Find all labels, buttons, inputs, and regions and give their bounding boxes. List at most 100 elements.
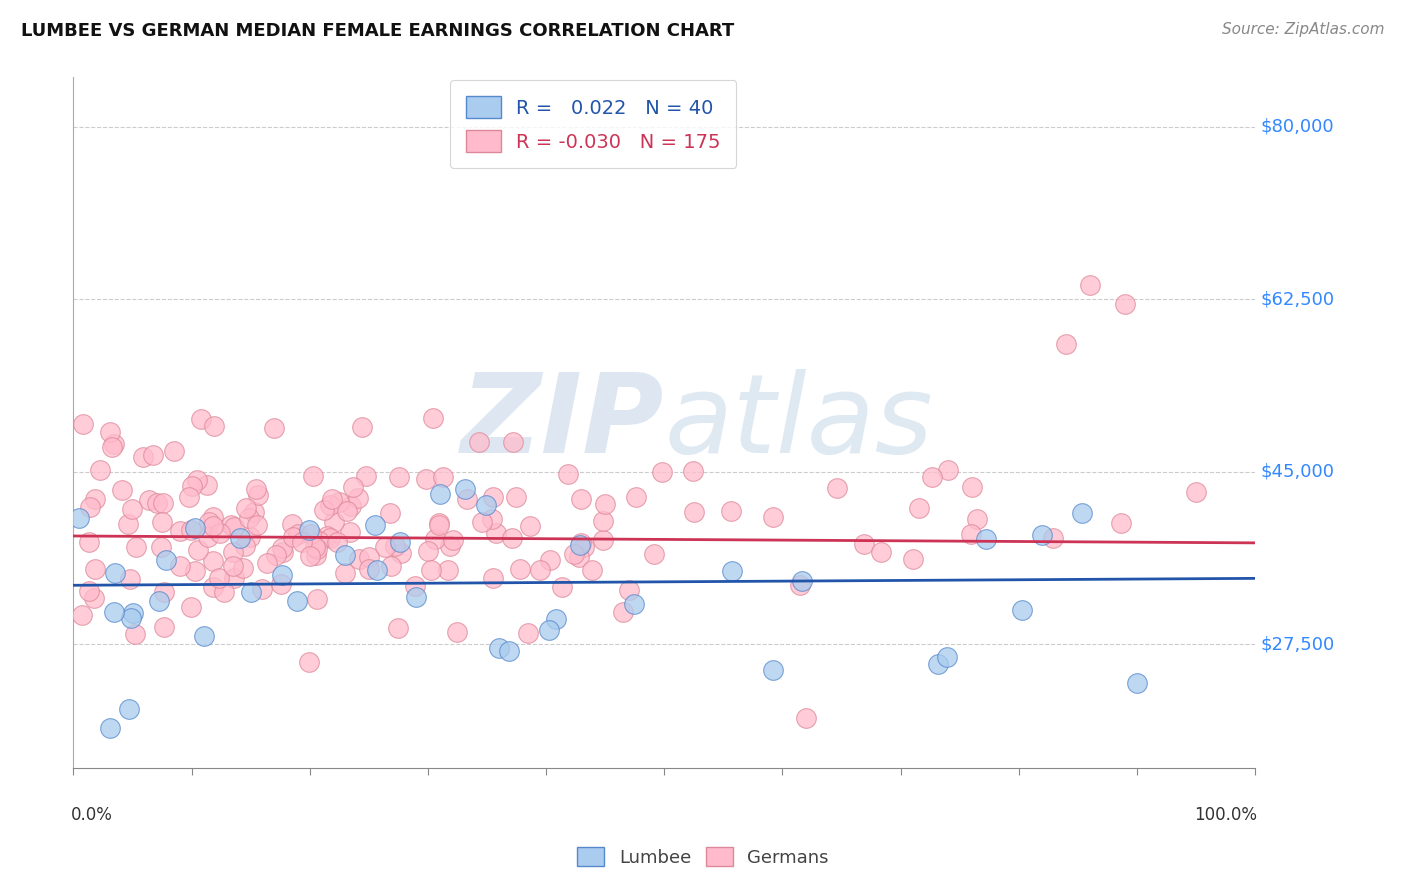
Point	[285, 593, 308, 607]
Point	[219, 517, 242, 532]
Point	[347, 491, 370, 505]
Point	[901, 552, 924, 566]
Point	[270, 577, 292, 591]
Point	[870, 545, 893, 559]
Point	[89, 463, 111, 477]
Point	[339, 499, 361, 513]
Point	[184, 564, 207, 578]
Point	[117, 701, 139, 715]
Text: $80,000: $80,000	[1261, 118, 1334, 136]
Point	[485, 525, 508, 540]
Point	[307, 591, 329, 606]
Point	[429, 518, 451, 533]
Point	[98, 425, 121, 439]
Point	[298, 655, 321, 669]
Point	[243, 505, 266, 519]
Point	[271, 541, 294, 555]
Point	[270, 567, 292, 582]
Point	[233, 539, 256, 553]
Point	[314, 502, 336, 516]
Point	[762, 509, 785, 524]
Point	[921, 470, 943, 484]
Point	[235, 500, 257, 515]
Point	[101, 440, 124, 454]
Point	[612, 605, 634, 619]
Point	[103, 605, 125, 619]
Point	[121, 501, 143, 516]
Point	[149, 540, 172, 554]
Point	[186, 473, 208, 487]
Point	[291, 534, 314, 549]
Point	[305, 549, 328, 563]
Point	[593, 497, 616, 511]
Point	[328, 494, 350, 508]
Point	[538, 553, 561, 567]
Point	[281, 516, 304, 531]
Point	[432, 469, 454, 483]
Point	[1126, 676, 1149, 690]
Point	[169, 559, 191, 574]
Point	[1078, 277, 1101, 292]
Point	[384, 540, 406, 554]
Point	[546, 612, 568, 626]
Point	[623, 597, 645, 611]
Text: 0.0%: 0.0%	[72, 805, 112, 823]
Point	[720, 504, 742, 518]
Text: $62,500: $62,500	[1261, 290, 1336, 309]
Point	[359, 562, 381, 576]
Point	[202, 554, 225, 568]
Point	[966, 512, 988, 526]
Point	[238, 511, 260, 525]
Point	[283, 530, 305, 544]
Point	[422, 410, 444, 425]
Point	[169, 524, 191, 539]
Point	[72, 417, 94, 431]
Point	[247, 488, 270, 502]
Point	[193, 629, 215, 643]
Point	[564, 547, 586, 561]
Point	[359, 550, 381, 565]
Point	[177, 490, 200, 504]
Point	[138, 492, 160, 507]
Point	[202, 418, 225, 433]
Point	[962, 480, 984, 494]
Point	[363, 517, 385, 532]
Point	[208, 525, 231, 540]
Point	[373, 541, 395, 555]
Point	[245, 518, 267, 533]
Point	[429, 487, 451, 501]
Point	[643, 548, 665, 562]
Point	[232, 561, 254, 575]
Point	[572, 540, 595, 554]
Point	[70, 608, 93, 623]
Point	[77, 535, 100, 549]
Point	[322, 516, 344, 530]
Point	[155, 553, 177, 567]
Point	[366, 563, 388, 577]
Point	[305, 541, 328, 556]
Point	[441, 533, 464, 547]
Point	[529, 563, 551, 577]
Point	[299, 549, 322, 563]
Point	[936, 463, 959, 477]
Point	[1031, 528, 1053, 542]
Point	[454, 483, 477, 497]
Point	[792, 574, 814, 588]
Point	[505, 490, 527, 504]
Point	[405, 590, 427, 604]
Point	[959, 526, 981, 541]
Point	[124, 626, 146, 640]
Point	[538, 623, 561, 637]
Point	[224, 520, 246, 534]
Point	[195, 478, 218, 492]
Point	[333, 548, 356, 562]
Point	[482, 571, 505, 585]
Point	[180, 523, 202, 537]
Point	[789, 578, 811, 592]
Point	[481, 490, 503, 504]
Legend: Lumbee, Germans: Lumbee, Germans	[571, 840, 835, 874]
Point	[481, 511, 503, 525]
Point	[326, 534, 349, 549]
Point	[650, 465, 672, 479]
Point	[853, 537, 876, 551]
